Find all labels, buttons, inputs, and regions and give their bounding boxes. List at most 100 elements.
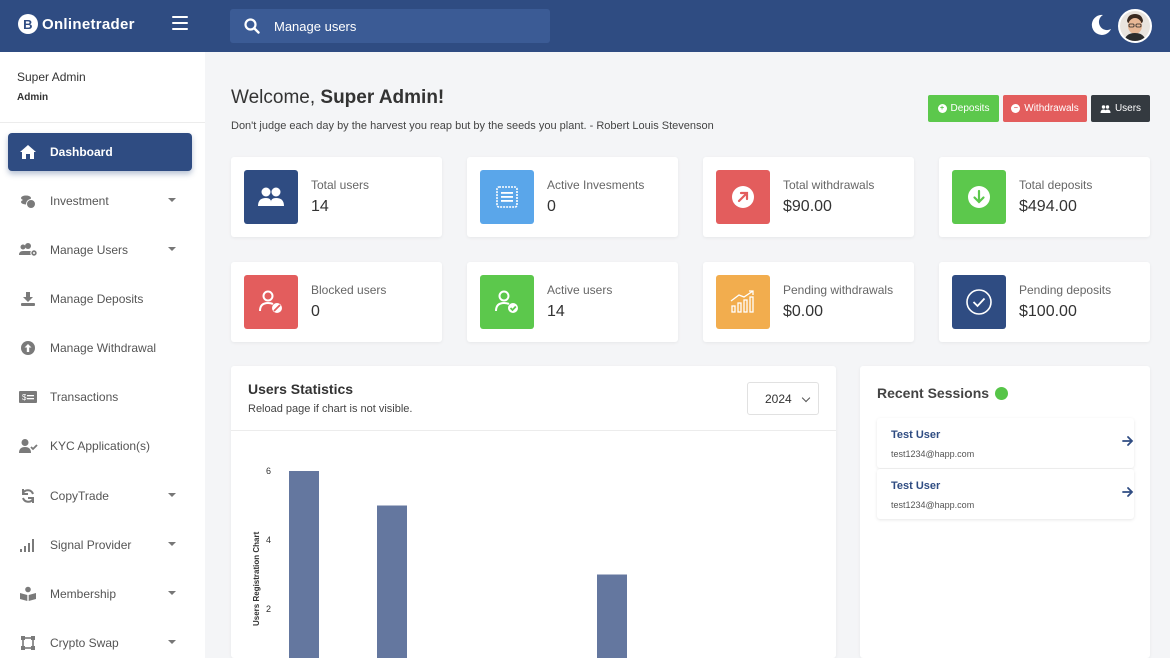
users-icon xyxy=(244,170,298,224)
stat-card-pending-deposits[interactable]: Pending deposits $100.00 xyxy=(939,262,1150,342)
sidebar-item-label: Transactions xyxy=(50,390,119,404)
stat-value: $494.00 xyxy=(1019,198,1077,215)
session-item[interactable]: Test User test1234@happ.com xyxy=(877,469,1134,519)
deposits-button[interactable]: + Deposits xyxy=(928,95,999,122)
sidebar-item-label: Membership xyxy=(50,587,117,601)
recent-sessions-panel: Recent Sessions Test User test1234@happ.… xyxy=(860,366,1150,658)
svg-text:$: $ xyxy=(22,393,27,402)
online-status-dot xyxy=(995,386,1009,400)
menu-icon[interactable] xyxy=(172,16,188,30)
logo-mark: B xyxy=(18,14,38,34)
minus-circle-icon: − xyxy=(1011,104,1021,113)
signal-icon xyxy=(18,535,38,555)
quote-text: Don't judge each day by the harvest you … xyxy=(231,120,714,132)
sidebar-item-manage-users[interactable]: Manage Users xyxy=(8,231,192,269)
sidebar-item-kyc[interactable]: KYC Application(s) xyxy=(8,427,192,465)
y-tick-label: 6 xyxy=(266,466,271,476)
receipt-icon xyxy=(480,170,534,224)
avatar[interactable] xyxy=(1118,9,1152,43)
session-item[interactable]: Test User test1234@happ.com xyxy=(877,418,1134,468)
chevron-down-icon xyxy=(168,640,176,644)
top-navbar: B Onlinetrader xyxy=(0,0,1170,52)
sidebar-item-investment[interactable]: Investment xyxy=(8,182,192,220)
chevron-down-icon xyxy=(168,542,176,546)
sidebar-item-label: KYC Application(s) xyxy=(50,439,151,453)
sidebar-item-dashboard[interactable]: Dashboard xyxy=(8,133,192,171)
search-input[interactable] xyxy=(274,18,514,34)
money-bill-icon: $ xyxy=(18,387,38,407)
sidebar-item-crypto-swap[interactable]: Crypto Swap xyxy=(8,624,192,658)
sidebar-item-transactions[interactable]: $ Transactions xyxy=(8,378,192,416)
search-icon xyxy=(244,18,260,34)
stat-card-total-withdrawals[interactable]: Total withdrawals $90.00 xyxy=(703,157,914,237)
stat-card-pending-withdrawals[interactable]: Pending withdrawals $0.00 xyxy=(703,262,914,342)
stat-label: Blocked users xyxy=(311,283,387,297)
stat-card-active-investments[interactable]: Active Invesments 0 xyxy=(467,157,678,237)
sidebar-item-copytrade[interactable]: CopyTrade xyxy=(8,477,192,515)
stat-card-total-deposits[interactable]: Total deposits $494.00 xyxy=(939,157,1150,237)
withdrawals-button[interactable]: − Withdrawals xyxy=(1003,95,1087,122)
y-axis-label: Users Registration Chart xyxy=(252,531,261,626)
chart-bar xyxy=(289,471,319,658)
stat-card-blocked-users[interactable]: Blocked users 0 xyxy=(231,262,442,342)
chevron-down-icon xyxy=(168,591,176,595)
stat-value: $90.00 xyxy=(783,198,832,215)
stat-value: $100.00 xyxy=(1019,303,1077,320)
moon-icon[interactable] xyxy=(1090,14,1112,36)
avatar-image xyxy=(1120,11,1150,41)
logo[interactable]: B Onlinetrader xyxy=(18,14,135,34)
chart-bar xyxy=(377,505,407,658)
stats-subtitle: Reload page if chart is not visible. xyxy=(248,403,413,415)
stat-value: 0 xyxy=(311,303,320,320)
sidebar-item-manage-withdrawal[interactable]: Manage Withdrawal xyxy=(8,329,192,367)
withdrawals-button-label: Withdrawals xyxy=(1024,103,1079,114)
y-tick-label: 4 xyxy=(266,535,271,545)
book-reader-icon xyxy=(18,584,38,604)
user-check-icon xyxy=(480,275,534,329)
arrow-up-right-icon xyxy=(716,170,770,224)
year-select-value: 2024 xyxy=(765,391,792,406)
users-registration-chart: Users Registration Chart 6 4 2 xyxy=(252,466,627,658)
sidebar-item-label: Crypto Swap xyxy=(50,636,119,650)
page-title: Welcome, Super Admin! xyxy=(231,87,444,109)
chevron-down-icon xyxy=(168,198,176,202)
user-blocked-icon xyxy=(244,275,298,329)
stat-card-total-users[interactable]: Total users 14 xyxy=(231,157,442,237)
sidebar-item-manage-deposits[interactable]: Manage Deposits xyxy=(8,280,192,318)
users-statistics-panel: Users Statistics Reload page if chart is… xyxy=(231,366,836,658)
welcome-name: Super Admin! xyxy=(320,87,445,108)
stat-label: Total users xyxy=(311,178,370,192)
sessions-title: Recent Sessions xyxy=(877,385,1009,401)
arrow-up-circle-icon xyxy=(18,338,38,358)
sessions-title-text: Recent Sessions xyxy=(877,385,990,401)
stat-value: 14 xyxy=(311,198,329,215)
sidebar-user-info: Super Admin Admin xyxy=(0,52,205,123)
search-bar[interactable] xyxy=(230,9,550,43)
welcome-prefix: Welcome, xyxy=(231,87,316,108)
vector-square-icon xyxy=(18,633,38,653)
sidebar-item-label: Dashboard xyxy=(50,145,113,159)
arrow-right-icon[interactable] xyxy=(1122,486,1134,498)
stat-value: 14 xyxy=(547,303,565,320)
arrow-down-circle-icon xyxy=(952,170,1006,224)
session-user-name: Test User xyxy=(891,480,941,492)
sidebar-item-label: Manage Withdrawal xyxy=(50,341,157,355)
stat-label: Total withdrawals xyxy=(783,178,875,192)
stat-card-active-users[interactable]: Active users 14 xyxy=(467,262,678,342)
sidebar-item-membership[interactable]: Membership xyxy=(8,575,192,613)
sidebar: Super Admin Admin Dashboard Investment M… xyxy=(0,52,205,658)
users-button-label: Users xyxy=(1114,103,1142,114)
users-icon xyxy=(1100,104,1111,113)
users-button[interactable]: Users xyxy=(1091,95,1150,122)
check-circle-icon xyxy=(952,275,1006,329)
logo-text: Onlinetrader xyxy=(42,15,135,33)
sidebar-item-signal-provider[interactable]: Signal Provider xyxy=(8,526,192,564)
chevron-down-icon xyxy=(168,247,176,251)
sidebar-item-label: Signal Provider xyxy=(50,538,132,552)
divider xyxy=(231,430,836,431)
chevron-down-icon xyxy=(168,493,176,497)
stat-label: Pending deposits xyxy=(1019,283,1112,297)
year-select[interactable]: 2024 xyxy=(747,382,819,415)
arrow-right-icon[interactable] xyxy=(1122,435,1134,447)
growth-chart-icon xyxy=(716,275,770,329)
